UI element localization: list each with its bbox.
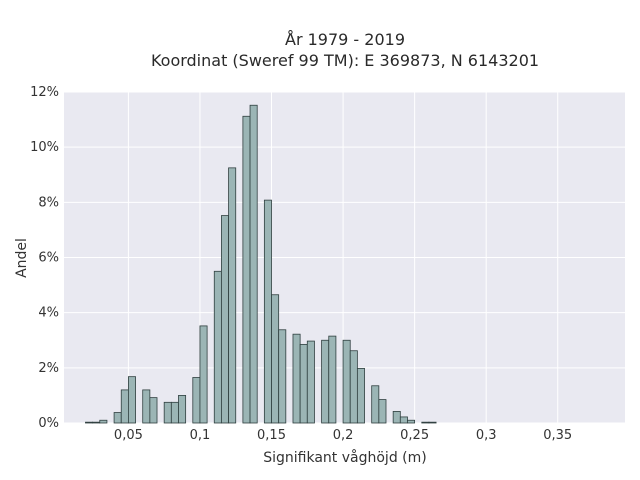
y-tick-label: 8% — [38, 195, 59, 210]
x-axis-title: Signifikant våghöjd (m) — [263, 449, 426, 466]
y-axis-title: Andel — [14, 238, 30, 278]
y-tick-label: 12% — [30, 85, 59, 100]
y-tick-label: 2% — [38, 361, 59, 376]
histogram-bar — [356, 367, 365, 424]
histogram-bar — [221, 215, 229, 424]
histogram-bar — [278, 329, 287, 424]
x-tick-label: 0,25 — [400, 428, 429, 443]
y-tick-label: 0% — [38, 416, 59, 431]
histogram-bar — [428, 421, 437, 424]
histogram-bar — [371, 385, 380, 424]
histogram-bar — [228, 167, 237, 424]
histogram-bar — [263, 199, 272, 424]
x-tick-label: 0,1 — [190, 428, 211, 443]
histogram-bar — [342, 339, 351, 424]
histogram-bar — [163, 401, 172, 424]
histogram-bar — [178, 395, 187, 424]
histogram-bar — [120, 389, 129, 424]
histogram-bar — [99, 419, 108, 424]
histogram-bar — [421, 421, 430, 424]
x-tick-label: 0,05 — [114, 428, 143, 443]
histogram-bar — [271, 294, 280, 424]
histogram-bar — [128, 376, 136, 424]
histogram-bar — [399, 416, 408, 424]
histogram-bar — [249, 104, 258, 424]
histogram-bar — [242, 115, 251, 424]
y-tick-label: 6% — [38, 251, 59, 266]
y-tick-label: 10% — [30, 140, 59, 155]
histogram-bar — [321, 339, 330, 424]
histogram-bar — [199, 325, 208, 424]
histogram-bar — [328, 335, 337, 424]
histogram-bar — [407, 419, 416, 424]
x-tick-label: 0,2 — [333, 428, 354, 443]
chart-subtitle: Koordinat (Sweref 99 TM): E 369873, N 61… — [151, 51, 539, 70]
x-tick-label: 0,15 — [257, 428, 286, 443]
histogram-bar — [349, 350, 358, 424]
histogram-bar — [85, 421, 94, 424]
x-tick-label: 0,35 — [543, 428, 572, 443]
histogram-bar — [392, 411, 401, 424]
histogram-bars — [85, 104, 437, 424]
y-tick-label: 4% — [38, 306, 59, 321]
histogram-bar — [92, 421, 101, 424]
tick-labels: 0% 2% 4% 6% 8% 10% 12% 0,05 0,1 0,15 0,2 0,25 0,3 0,3… — [30, 85, 572, 443]
histogram-bar — [192, 377, 201, 424]
histogram-bar — [149, 397, 158, 424]
histogram-bar — [213, 270, 222, 424]
histogram-bar — [292, 333, 301, 424]
histogram-bar — [378, 399, 387, 424]
x-tick-label: 0,3 — [476, 428, 497, 443]
histogram-bar — [113, 412, 122, 424]
histogram-bar — [299, 343, 308, 424]
histogram-bar — [170, 401, 179, 424]
histogram-bar — [306, 340, 315, 424]
chart-title: År 1979 - 2019 — [285, 30, 405, 49]
histogram-bar — [142, 389, 151, 424]
